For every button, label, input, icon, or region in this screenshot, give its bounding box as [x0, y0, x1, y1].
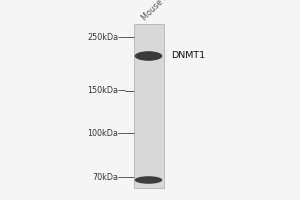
- Text: Mouse testis: Mouse testis: [140, 0, 182, 22]
- Text: DNMT1: DNMT1: [171, 51, 205, 60]
- Text: 100kDa—: 100kDa—: [87, 129, 126, 138]
- Text: 250kDa—: 250kDa—: [87, 32, 126, 42]
- Ellipse shape: [135, 176, 162, 184]
- Ellipse shape: [135, 51, 162, 61]
- Bar: [134, 24, 164, 188]
- Text: 70kDa—: 70kDa—: [92, 172, 126, 182]
- Text: 150kDa—: 150kDa—: [87, 86, 126, 95]
